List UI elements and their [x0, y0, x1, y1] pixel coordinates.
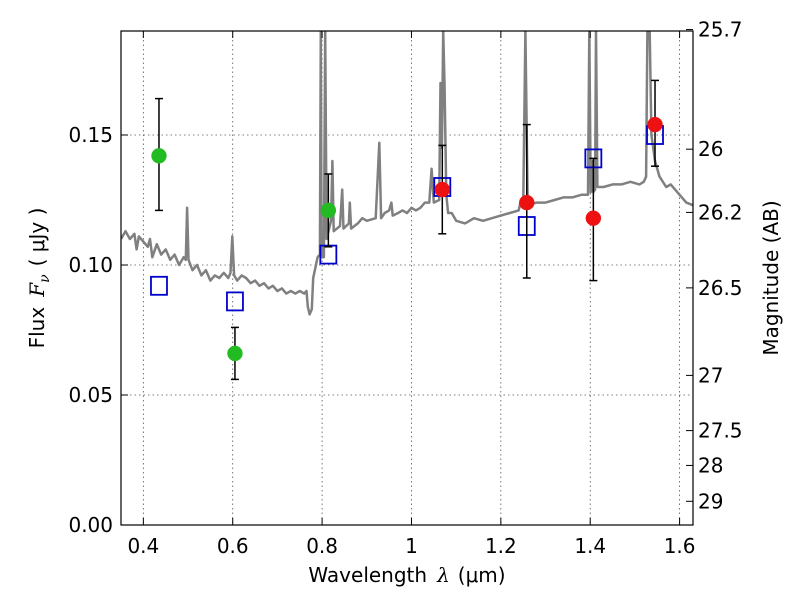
x-tick-label: 1.6	[664, 534, 696, 558]
y-tick-label: 0.10	[68, 253, 113, 277]
model-box-marker	[150, 275, 168, 296]
x-tick-label: 1.2	[485, 534, 517, 558]
x-axis-label: Wavelength λ (μm)	[308, 563, 505, 587]
plot-frame	[120, 30, 694, 526]
spectrum-layer	[121, 31, 693, 316]
y2-tick-label: 29	[698, 489, 723, 513]
model-box-marker	[226, 291, 244, 312]
green-point	[320, 202, 337, 219]
red-point	[519, 194, 535, 211]
y2-tick-label: 28	[698, 453, 723, 477]
y-tick-label: 0.15	[68, 123, 113, 147]
y-tick-label: 0.05	[68, 383, 113, 407]
y-axis-label: FluxFν( μJy )	[25, 208, 53, 349]
spectrum-line	[121, 31, 693, 316]
red-point	[647, 116, 663, 133]
green-point	[151, 148, 167, 164]
x-tick-label: 1.4	[574, 534, 606, 558]
red-point	[585, 210, 602, 226]
axis-ticks: 0.4 0.6 0.8 1 1.2 1.4 1.6 0.00 0.05 0.10 0.15 25.7 2…	[68, 18, 742, 558]
data-points	[150, 79, 664, 381]
x-tick-label: 0.8	[306, 534, 338, 558]
y2-tick-label: 26	[698, 137, 723, 161]
red-point	[434, 181, 451, 198]
y2-tick-label: 27.5	[698, 419, 743, 443]
x-tick-label: 0.6	[217, 534, 249, 558]
y2-tick-label: 25.7	[698, 18, 743, 42]
y2-tick-label: 27	[698, 363, 723, 387]
y2-axis-label: Magnitude (AB)	[759, 200, 783, 355]
x-tick-label: 1	[405, 534, 418, 558]
green-point	[227, 345, 243, 362]
grid	[121, 31, 693, 525]
y2-tick-label: 26.5	[698, 276, 743, 300]
x-tick-label: 0.4	[127, 534, 159, 558]
y-tick-label: 0.00	[68, 513, 113, 537]
y2-tick-label: 26.2	[698, 200, 743, 224]
